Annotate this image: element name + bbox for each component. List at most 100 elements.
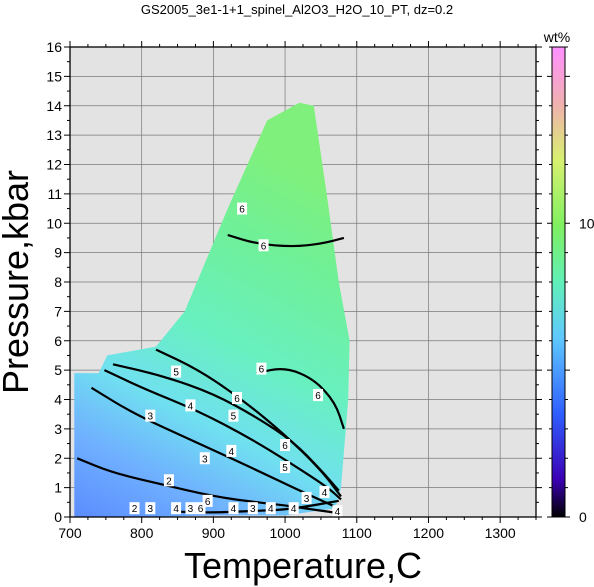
contour-label-bg [202,494,213,507]
contour-line-3 [90,386,336,508]
contour-label: 3 [301,491,312,505]
axis-ticks [64,41,542,523]
contour-label: 4 [319,486,330,499]
contour-label-text: 5 [173,368,179,379]
contour-label: 4 [185,399,196,412]
contour-label-text: 2 [132,504,138,515]
contour-label: 4 [228,502,239,515]
contour-label: 3 [199,452,210,465]
contour-label-text: 3 [250,504,256,515]
y-tick-label: 9 [54,245,62,261]
colorbar-label: wt% [543,29,570,45]
contour-label: 4 [288,502,299,515]
contour-label: 2 [129,502,140,515]
contour-label-text: 6 [261,241,267,252]
y-tick-label: 10 [46,215,62,231]
contour-label-text: 3 [304,494,310,505]
contour-label-bg [280,439,291,452]
contour-label: 4 [265,502,276,515]
contour-label-bg [256,362,267,375]
contour-label-bg [163,474,174,487]
contour-label-text: 3 [148,504,154,515]
y-tick-label: 16 [46,39,62,55]
contour-label-bg [301,491,312,504]
contour-label-bg [145,502,156,515]
contour-label: 4 [171,502,182,515]
contour-label: 6 [313,389,324,402]
y-tick-label: 6 [54,333,62,349]
x-tick-labels: 700 800 900 1000 1100 1200 1300 [58,525,516,541]
contour-label: 6 [195,502,206,515]
contour-line-6 [227,233,345,248]
contour-label-bg [199,452,210,465]
y-tick-label: 12 [46,157,62,173]
y-tick-label: 4 [54,392,62,408]
x-tick-label: 900 [202,525,226,541]
x-tick-label: 800 [130,525,154,541]
contour-label-bg [232,392,243,405]
contour-label: 6 [280,439,291,452]
contour-label-text: 6 [315,391,321,402]
colorbar-tick-label: 10 [579,215,594,231]
contour-label: 3 [145,502,156,515]
contour-label-bg [258,239,269,252]
contour-label-bg [226,444,237,457]
contour-label: 3 [247,502,258,515]
contour-label-bg [247,502,258,515]
contour-label: 6 [256,362,267,376]
x-tick-label: 700 [58,525,82,541]
contour-label-bg [185,399,196,412]
contour-label-text: 4 [229,447,235,458]
colorbar-ticks: 0 10 [547,46,594,525]
contour-label: 6 [258,239,269,252]
contour-label: 4 [332,505,343,518]
contour-label-bg [145,409,156,422]
contour-label: 3 [145,409,156,423]
contour-label-bg [171,365,182,378]
contour-label-text: 4 [322,488,328,499]
contour-label: 2 [163,474,174,487]
x-tick-label: 1000 [269,525,300,541]
contour-label-bg [195,502,206,515]
contour-label-text: 4 [173,504,179,515]
y-tick-label: 13 [46,127,62,143]
contour-label-text: 3 [202,454,208,465]
contour-line-6 [177,499,339,514]
contour-label-text: 4 [231,504,237,515]
y-tick-label: 14 [46,98,62,114]
contour-label-bg [332,505,343,518]
contour-label: 5 [228,409,239,423]
contour-label: 5 [280,461,291,474]
contour-label: 6 [202,494,213,508]
contour-label-text: 6 [205,497,211,508]
contour-label-text: 4 [188,401,194,412]
contour-label-bg [185,502,196,515]
y-tick-label: 5 [54,362,62,378]
contour-label-text: 6 [282,441,288,452]
y-axis-label: Pressure,kbar [0,170,36,394]
contour-line-6 [155,348,342,498]
contour-label-text: 3 [148,412,154,423]
y-tick-label: 8 [54,274,62,290]
y-tick-label: 15 [46,68,62,84]
contour-label-bg [288,502,299,515]
contour-label-text: 5 [282,463,288,474]
x-tick-label: 1100 [342,525,372,541]
wt-percent-field [74,102,350,517]
contour-label-bg [313,389,324,402]
contour-label: 3 [185,502,196,515]
contour-label-text: 6 [198,504,204,515]
x-tick-label: 1300 [485,525,516,541]
y-tick-label: 0 [54,509,62,525]
contour-label-text: 2 [166,476,172,487]
contour-line-4 [103,369,342,501]
contour-label-bg [319,486,330,499]
contour-label: 5 [171,365,182,379]
contour-label: 6 [232,392,243,405]
contour-label-bg [265,502,276,515]
contour-label-text: 6 [259,365,265,376]
contour-label-text: 4 [291,504,297,515]
